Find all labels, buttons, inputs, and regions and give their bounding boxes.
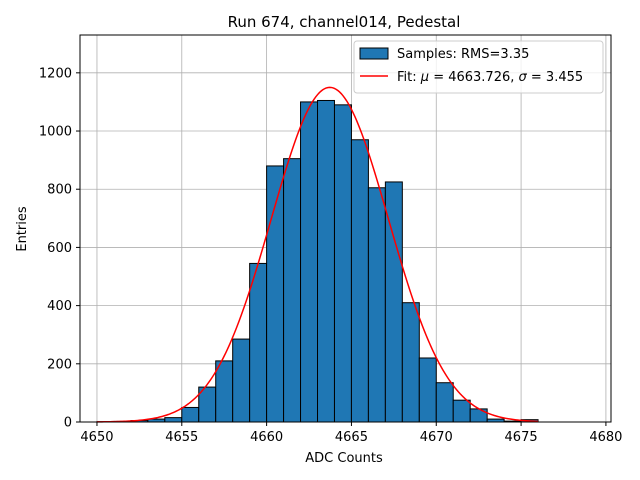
y-tick-label: 0 xyxy=(64,416,72,431)
x-tick-label: 4675 xyxy=(505,430,538,445)
y-tick-label: 200 xyxy=(47,357,72,372)
histogram-bar xyxy=(469,408,488,423)
histogram-bar xyxy=(300,101,319,423)
histogram-bar xyxy=(435,382,454,423)
histogram-bar xyxy=(367,187,386,423)
histogram-bar xyxy=(249,262,268,423)
y-tick-label: 600 xyxy=(47,241,72,256)
x-axis-label: ADC Counts xyxy=(305,451,383,466)
histogram-bar xyxy=(350,139,369,423)
x-tick-label: 4655 xyxy=(165,430,198,445)
legend-bar-swatch xyxy=(359,47,389,60)
x-tick-label: 4670 xyxy=(420,430,453,445)
histogram-bar xyxy=(401,302,420,423)
legend-histogram-label: Samples: RMS=3.35 xyxy=(397,47,529,62)
y-tick-label: 400 xyxy=(47,299,72,314)
legend-box xyxy=(353,40,604,94)
fit-curve-layer xyxy=(96,86,539,423)
histogram-bar xyxy=(333,104,352,423)
x-tick-label: 4665 xyxy=(335,430,368,445)
histogram-bar xyxy=(317,99,335,423)
y-tick-label: 1200 xyxy=(39,66,72,81)
legend: Samples: RMS=3.35 Fit: μ = 4663.726, σ =… xyxy=(353,40,604,94)
chart-title: Run 674, channel014, Pedestal xyxy=(228,13,461,31)
x-tick-label: 4650 xyxy=(80,430,113,445)
histogram-bar xyxy=(164,417,183,423)
histogram-bar xyxy=(452,399,471,423)
histogram-bar xyxy=(418,357,437,423)
histogram-bar xyxy=(181,406,200,423)
histogram-bars xyxy=(96,99,539,423)
x-tick-label: 4680 xyxy=(589,430,622,445)
histogram-bar xyxy=(232,338,251,423)
x-tick-label: 4660 xyxy=(250,430,283,445)
histogram-bar xyxy=(283,158,302,423)
fit-curve xyxy=(96,86,539,423)
plot-frame xyxy=(79,34,612,423)
y-tick-label: 1000 xyxy=(39,125,72,140)
histogram-bar xyxy=(215,360,234,423)
legend-fit-label: Fit: μ = 4663.726, σ = 3.455 xyxy=(397,70,583,85)
y-tick-label: 800 xyxy=(47,183,72,198)
axis-ticks: 4650 4655 4660 4665 4670 4675 4680 0 200 400 600 80… xyxy=(39,66,623,445)
y-axis-label: Entries xyxy=(15,206,30,252)
